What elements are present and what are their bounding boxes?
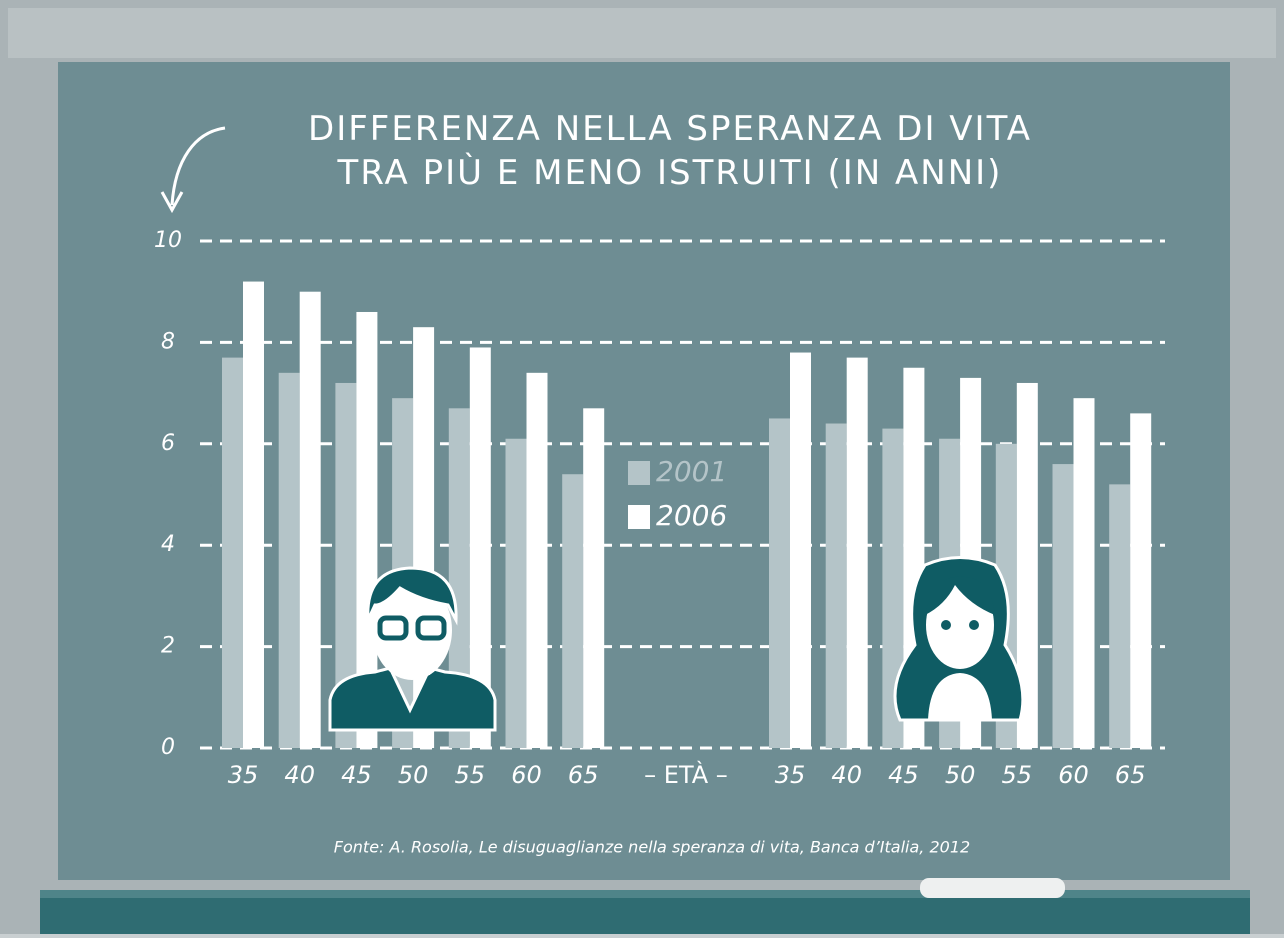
chalk [920,878,1065,898]
bar [769,418,790,748]
icons [328,556,1025,732]
bar [1130,413,1152,748]
ledge [40,895,1250,934]
x-tick-label: 40 [831,761,862,789]
bar [846,357,868,748]
x-tick-label: 50 [945,761,976,789]
frame-top [8,8,1276,58]
legend-label: 2006 [656,499,727,532]
chart-title: DIFFERENZA NELLA SPERANZA DI VITA TRA PIÙ… [308,109,1032,193]
x-tick-label: 55 [455,761,486,789]
x-tick-label: 60 [1058,761,1089,789]
bar [1052,464,1074,748]
y-tick-label: 0 [161,735,175,760]
bar [526,372,548,748]
legend-swatch [628,461,650,485]
bar [278,372,300,748]
bar [1016,382,1038,748]
x-tick-label: 35 [775,761,806,789]
bar [562,474,584,748]
x-tick-label: 65 [568,761,599,789]
x-tick-label: 40 [284,761,315,789]
bar [469,347,491,748]
bar [882,428,904,748]
woman-icon [893,556,1025,722]
y-tick-label: 6 [161,431,175,456]
y-tick-label: 4 [161,532,175,557]
bar [299,291,321,748]
bar [222,357,243,748]
bar [505,438,527,748]
legend-swatch [628,505,650,529]
y-tick-label: 8 [161,329,175,354]
x-axis-label: – ETÀ – [644,760,728,789]
bar [243,281,264,748]
bar [356,311,378,748]
title-arrow [170,126,226,206]
x-tick-label: 45 [341,761,372,789]
x-tick-label: 35 [228,761,259,789]
legend-label: 2001 [656,455,727,488]
bar [790,352,811,748]
man-icon [328,566,497,732]
bar [448,408,470,748]
x-tick-label: 55 [1002,761,1033,789]
title-arrow-head [160,191,184,214]
bar [335,382,357,748]
y-tick-label: 2 [161,634,175,659]
source: Fonte: A. Rosolia, Le disuguaglianze nel… [334,838,970,857]
x-tick-label: 50 [398,761,429,789]
ledge-top [40,890,1250,898]
bar [1109,484,1131,748]
bar [825,423,847,748]
bar [583,408,605,748]
plot: 0 2 4 6 8 10 35 40 45 50 55 60 65 35 40 45 50 55 60 65 2001 2… [154,228,1165,789]
x-tick-label: 45 [888,761,919,789]
x-tick-label: 65 [1115,761,1146,789]
x-tick-label: 60 [511,761,542,789]
y-tick-label: 10 [154,228,182,253]
bar [1073,398,1095,748]
